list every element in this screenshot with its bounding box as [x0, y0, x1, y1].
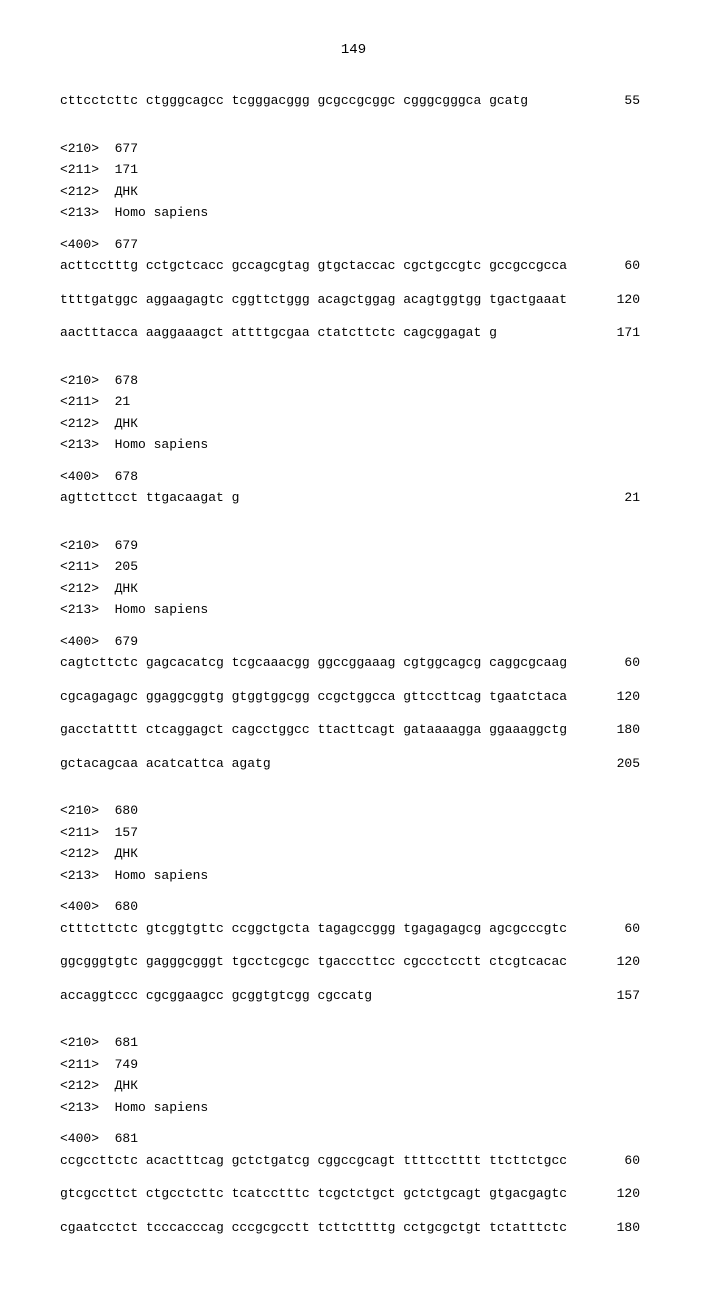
sequence-text: cagtcttctc gagcacatcg tcgcaaacgg ggccgga…	[60, 653, 600, 673]
sequence-text: gtcgccttct ctgcctcttc tcatcctttc tcgctct…	[60, 1184, 600, 1204]
meta-line: <213> Homo sapiens	[60, 600, 647, 620]
meta-line: <210> 680	[60, 801, 647, 821]
sequence-text: aactttacca aaggaaagct attttgcgaa ctatctt…	[60, 323, 600, 343]
sequence-line: accaggtccc cgcggaagcc gcggtgtcgg cgccatg…	[60, 986, 647, 1006]
meta-line: <213> Homo sapiens	[60, 866, 647, 886]
meta-line: <213> Homo sapiens	[60, 203, 647, 223]
sequence-text: gacctatttt ctcaggagct cagcctggcc ttacttc…	[60, 720, 600, 740]
meta-line: <400> 677	[60, 235, 647, 255]
sequence-line: ggcgggtgtc gagggcgggt tgcctcgcgc tgaccct…	[60, 952, 647, 972]
meta-line: <213> Homo sapiens	[60, 1098, 647, 1118]
sequence-position: 55	[600, 91, 640, 111]
sequence-text: agttcttcct ttgacaagat g	[60, 488, 600, 508]
meta-line: <210> 677	[60, 139, 647, 159]
sequence-line: acttcctttg cctgctcacc gccagcgtag gtgctac…	[60, 256, 647, 276]
sequence-position: 120	[600, 952, 640, 972]
sequence-line: cagtcttctc gagcacatcg tcgcaaacgg ggccgga…	[60, 653, 647, 673]
sequence-position: 60	[600, 256, 640, 276]
meta-line: <210> 678	[60, 371, 647, 391]
sequence-text: cgcagagagc ggaggcggtg gtggtggcgg ccgctgg…	[60, 687, 600, 707]
sequence-entry: <210> 681<211> 749<212> ДНК<213> Homo sa…	[60, 1033, 647, 1237]
meta-line: <211> 205	[60, 557, 647, 577]
sequence-line: ccgccttctc acactttcag gctctgatcg cggccgc…	[60, 1151, 647, 1171]
meta-line: <212> ДНК	[60, 1076, 647, 1096]
sequence-text: ccgccttctc acactttcag gctctgatcg cggccgc…	[60, 1151, 600, 1171]
sequence-text: cttcctcttc ctgggcagcc tcgggacggg gcgccgc…	[60, 91, 600, 111]
sequence-line: cttcctcttc ctgggcagcc tcgggacggg gcgccgc…	[60, 91, 647, 111]
meta-line: <212> ДНК	[60, 579, 647, 599]
sequence-position: 120	[600, 687, 640, 707]
sequence-position: 120	[600, 1184, 640, 1204]
sequence-position: 171	[600, 323, 640, 343]
sequence-position: 120	[600, 290, 640, 310]
sequence-line: ctttcttctc gtcggtgttc ccggctgcta tagagcc…	[60, 919, 647, 939]
meta-line: <400> 679	[60, 632, 647, 652]
sequence-position: 60	[600, 1151, 640, 1171]
sequence-line: ttttgatggc aggaagagtc cggttctggg acagctg…	[60, 290, 647, 310]
meta-line: <211> 21	[60, 392, 647, 412]
meta-line: <211> 157	[60, 823, 647, 843]
sequence-entry: <210> 677<211> 171<212> ДНК<213> Homo sa…	[60, 139, 647, 343]
sequence-entry: <210> 679<211> 205<212> ДНК<213> Homo sa…	[60, 536, 647, 774]
sequence-position: 21	[600, 488, 640, 508]
sequence-text: gctacagcaa acatcattca agatg	[60, 754, 600, 774]
meta-line: <400> 681	[60, 1129, 647, 1149]
sequence-line: gtcgccttct ctgcctcttc tcatcctttc tcgctct…	[60, 1184, 647, 1204]
sequence-text: cgaatcctct tcccacccag cccgcgcctt tcttctt…	[60, 1218, 600, 1238]
sequence-text: ttttgatggc aggaagagtc cggttctggg acagctg…	[60, 290, 600, 310]
sequence-line: aactttacca aaggaaagct attttgcgaa ctatctt…	[60, 323, 647, 343]
sequence-line: gacctatttt ctcaggagct cagcctggcc ttacttc…	[60, 720, 647, 740]
sequence-line: cgaatcctct tcccacccag cccgcgcctt tcttctt…	[60, 1218, 647, 1238]
meta-line: <211> 749	[60, 1055, 647, 1075]
sequence-line: gctacagcaa acatcattca agatg205	[60, 754, 647, 774]
sequence-position: 180	[600, 1218, 640, 1238]
top-sequence-block: cttcctcttc ctgggcagcc tcgggacggg gcgccgc…	[60, 91, 647, 111]
meta-line: <211> 171	[60, 160, 647, 180]
sequence-line: cgcagagagc ggaggcggtg gtggtggcgg ccgctgg…	[60, 687, 647, 707]
sequence-text: ggcgggtgtc gagggcgggt tgcctcgcgc tgaccct…	[60, 952, 600, 972]
meta-line: <212> ДНК	[60, 414, 647, 434]
meta-line: <213> Homo sapiens	[60, 435, 647, 455]
sequence-entry: <210> 680<211> 157<212> ДНК<213> Homo sa…	[60, 801, 647, 1005]
sequence-position: 180	[600, 720, 640, 740]
sequence-position: 60	[600, 653, 640, 673]
sequence-text: ctttcttctc gtcggtgttc ccggctgcta tagagcc…	[60, 919, 600, 939]
sequence-position: 60	[600, 919, 640, 939]
meta-line: <400> 680	[60, 897, 647, 917]
sequence-text: accaggtccc cgcggaagcc gcggtgtcgg cgccatg	[60, 986, 600, 1006]
meta-line: <210> 681	[60, 1033, 647, 1053]
page-number: 149	[60, 40, 647, 61]
sequence-line: agttcttcct ttgacaagat g21	[60, 488, 647, 508]
meta-line: <400> 678	[60, 467, 647, 487]
sequence-position: 205	[600, 754, 640, 774]
sequence-text: acttcctttg cctgctcacc gccagcgtag gtgctac…	[60, 256, 600, 276]
meta-line: <212> ДНК	[60, 844, 647, 864]
meta-line: <210> 679	[60, 536, 647, 556]
meta-line: <212> ДНК	[60, 182, 647, 202]
sequence-position: 157	[600, 986, 640, 1006]
sequence-entry: <210> 678<211> 21<212> ДНК<213> Homo sap…	[60, 371, 647, 508]
